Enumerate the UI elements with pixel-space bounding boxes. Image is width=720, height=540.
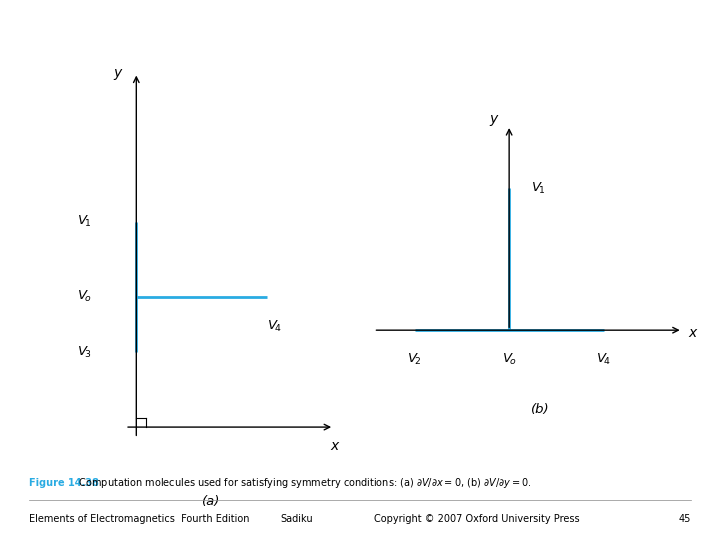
Text: y: y	[114, 66, 122, 80]
Text: $V_{\!o}$: $V_{\!o}$	[502, 352, 516, 367]
Text: $V_{\!o}$: $V_{\!o}$	[77, 289, 91, 304]
Text: $V_{\!2}$: $V_{\!2}$	[408, 352, 422, 367]
Text: $V_{\!3}$: $V_{\!3}$	[77, 345, 91, 360]
Text: $V_{\!4}$: $V_{\!4}$	[267, 319, 282, 334]
Text: $V_{\!1}$: $V_{\!1}$	[77, 214, 91, 230]
Text: $V_{\!1}$: $V_{\!1}$	[531, 181, 546, 196]
Text: Figure 14.38: Figure 14.38	[29, 478, 99, 488]
Text: x: x	[688, 326, 696, 340]
Text: y: y	[490, 112, 498, 126]
Text: Computation molecules used for satisfying symmetry conditions: (a) $\partial V/\: Computation molecules used for satisfyin…	[29, 476, 531, 490]
Text: $V_{\!4}$: $V_{\!4}$	[596, 352, 611, 367]
Text: 45: 45	[679, 515, 691, 524]
Text: Copyright © 2007 Oxford University Press: Copyright © 2007 Oxford University Press	[374, 515, 580, 524]
Text: Sadiku: Sadiku	[281, 515, 313, 524]
Text: Elements of Electromagnetics  Fourth Edition: Elements of Electromagnetics Fourth Edit…	[29, 515, 249, 524]
Text: x: x	[330, 438, 338, 453]
Text: (a): (a)	[202, 495, 220, 508]
Text: (b): (b)	[531, 402, 550, 415]
